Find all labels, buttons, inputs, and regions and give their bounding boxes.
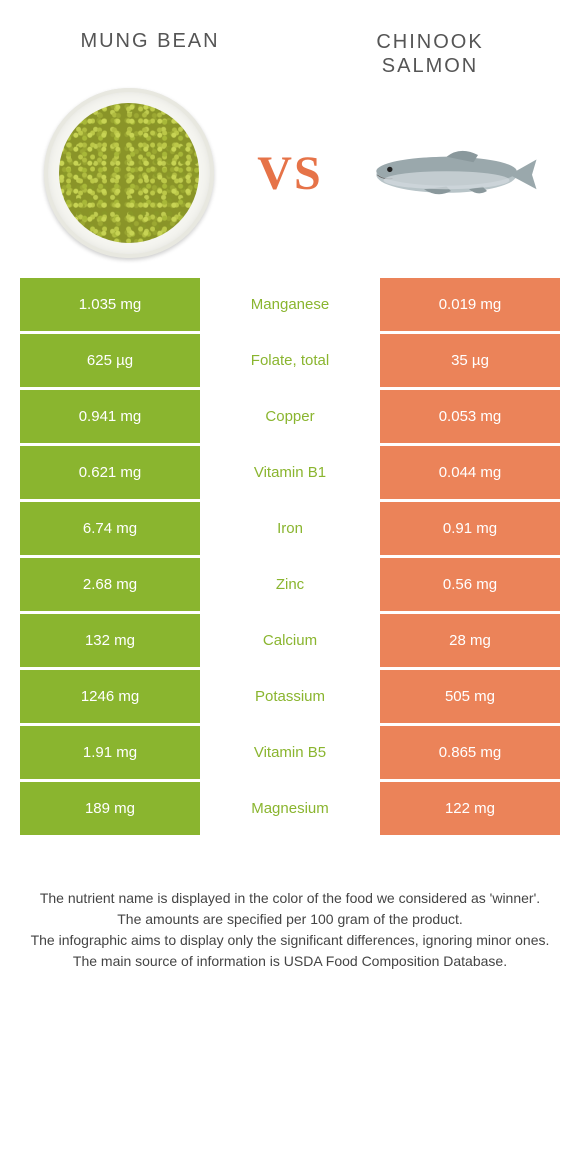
- plate-icon: [44, 88, 214, 258]
- value-left: 1.035 mg: [20, 278, 200, 331]
- footer-line-3: The infographic aims to display only the…: [30, 930, 550, 951]
- table-row: 0.941 mgCopper0.053 mg: [20, 390, 560, 443]
- footer-line-1: The nutrient name is displayed in the co…: [30, 888, 550, 909]
- nutrient-label: Copper: [200, 390, 380, 443]
- value-left: 6.74 mg: [20, 502, 200, 555]
- nutrient-label: Folate, total: [200, 334, 380, 387]
- title-right-1: CHINOOK: [320, 30, 540, 54]
- table-row: 1.91 mgVitamin B50.865 mg: [20, 726, 560, 779]
- beans-icon: [59, 103, 199, 243]
- table-row: 6.74 mgIron0.91 mg: [20, 502, 560, 555]
- value-right: 0.865 mg: [380, 726, 560, 779]
- salmon-image: [361, 98, 541, 248]
- value-right: 35 µg: [380, 334, 560, 387]
- header: MUNG BEAN CHINOOK SALMON: [0, 0, 580, 88]
- value-right: 0.044 mg: [380, 446, 560, 499]
- footer-line-2: The amounts are specified per 100 gram o…: [30, 909, 550, 930]
- nutrient-label: Calcium: [200, 614, 380, 667]
- value-right: 28 mg: [380, 614, 560, 667]
- table-row: 189 mgMagnesium122 mg: [20, 782, 560, 835]
- footer-line-4: The main source of information is USDA F…: [30, 951, 550, 972]
- food-left-title: MUNG BEAN: [40, 30, 260, 78]
- nutrient-label: Vitamin B1: [200, 446, 380, 499]
- value-right: 505 mg: [380, 670, 560, 723]
- nutrient-label: Iron: [200, 502, 380, 555]
- value-right: 0.91 mg: [380, 502, 560, 555]
- value-left: 1246 mg: [20, 670, 200, 723]
- nutrient-label: Manganese: [200, 278, 380, 331]
- table-row: 1246 mgPotassium505 mg: [20, 670, 560, 723]
- value-left: 0.621 mg: [20, 446, 200, 499]
- footer-notes: The nutrient name is displayed in the co…: [0, 838, 580, 992]
- value-left: 189 mg: [20, 782, 200, 835]
- value-left: 625 µg: [20, 334, 200, 387]
- table-row: 625 µgFolate, total35 µg: [20, 334, 560, 387]
- value-right: 0.019 mg: [380, 278, 560, 331]
- nutrient-label: Magnesium: [200, 782, 380, 835]
- nutrient-table: 1.035 mgManganese0.019 mg625 µgFolate, t…: [0, 278, 580, 835]
- salmon-icon: [361, 133, 541, 213]
- vs-label: VS: [257, 146, 322, 201]
- title-right-2: SALMON: [320, 54, 540, 78]
- value-right: 122 mg: [380, 782, 560, 835]
- mung-bean-image: [39, 98, 219, 248]
- value-left: 2.68 mg: [20, 558, 200, 611]
- images-row: VS: [0, 88, 580, 278]
- nutrient-label: Vitamin B5: [200, 726, 380, 779]
- value-left: 132 mg: [20, 614, 200, 667]
- table-row: 2.68 mgZinc0.56 mg: [20, 558, 560, 611]
- nutrient-label: Zinc: [200, 558, 380, 611]
- table-row: 1.035 mgManganese0.019 mg: [20, 278, 560, 331]
- nutrient-label: Potassium: [200, 670, 380, 723]
- value-left: 0.941 mg: [20, 390, 200, 443]
- value-right: 0.053 mg: [380, 390, 560, 443]
- title-left: MUNG BEAN: [40, 30, 260, 53]
- value-left: 1.91 mg: [20, 726, 200, 779]
- food-right-title: CHINOOK SALMON: [320, 30, 540, 78]
- value-right: 0.56 mg: [380, 558, 560, 611]
- table-row: 132 mgCalcium28 mg: [20, 614, 560, 667]
- table-row: 0.621 mgVitamin B10.044 mg: [20, 446, 560, 499]
